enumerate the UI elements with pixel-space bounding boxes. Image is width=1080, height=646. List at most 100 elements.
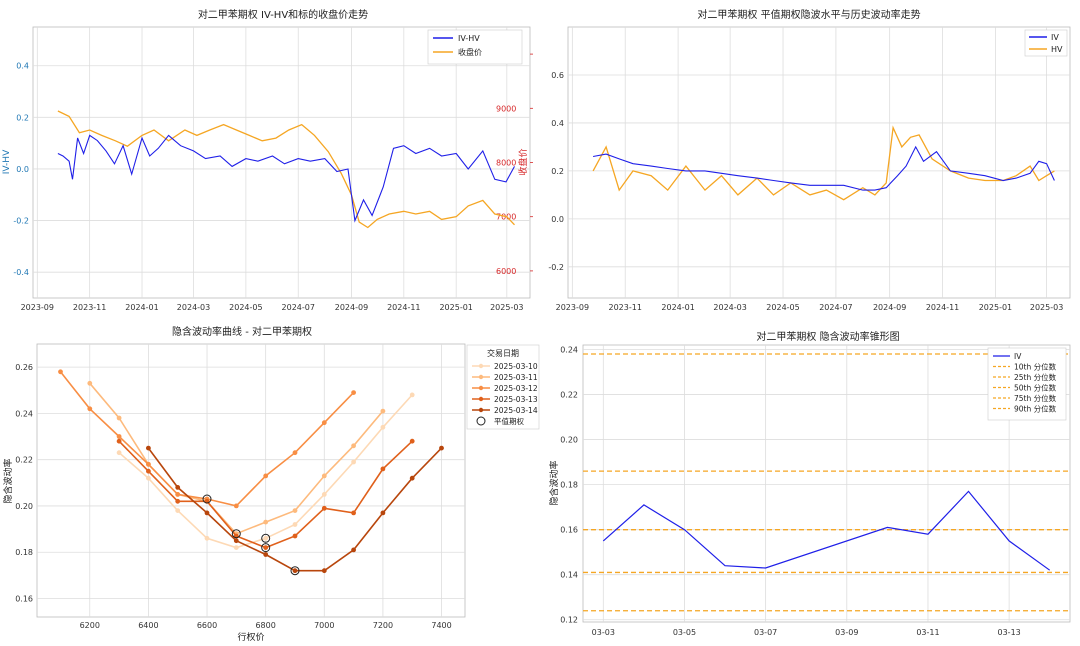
legend-label: 75th 分位数	[1014, 393, 1057, 403]
legend-swatch-marker	[478, 396, 484, 402]
x-tick-label: 2023-11	[73, 303, 106, 312]
smile-point	[292, 533, 298, 539]
y-axis-label: 隐含波动率	[2, 458, 14, 503]
iv-cone-chart: 对二甲苯期权 隐含波动率锥形图 03-03 03-05 03-07 03-09 03-1…	[548, 330, 1071, 637]
iv-hv-close-chart: 对二甲苯期权 IV-HV和标的收盘价走势 2023-09 2023-11 2024-…	[2, 8, 533, 312]
y-tick-label: 0.6	[551, 71, 564, 80]
y-tick-label: 0.2	[16, 113, 29, 122]
chart-title: 对二甲苯期权 平值期权隐波水平与历史波动率走势	[697, 8, 920, 21]
legend-label: 2025-03-14	[494, 406, 538, 415]
series-layer	[58, 369, 444, 576]
atm-marker	[261, 543, 271, 553]
legend-label-hv: HV	[1051, 45, 1063, 54]
y-tick-label: -0.2	[548, 263, 564, 272]
iv-hv-level-chart: 对二甲苯期权 平值期权隐波水平与历史波动率走势 2023-09 2023-11 20…	[548, 8, 1071, 312]
series-layer	[583, 353, 1070, 612]
y-tick-label: 0.18	[15, 548, 33, 557]
smile-point	[204, 535, 210, 541]
smile-point	[409, 392, 415, 398]
legend-box	[427, 29, 523, 65]
x-tick-label: 2023-09	[21, 303, 54, 312]
smile-point	[321, 568, 327, 574]
smile-point	[87, 406, 93, 412]
x-tick-label: 03-13	[998, 628, 1021, 637]
x-tick-label: 7000	[314, 621, 334, 630]
smile-point	[233, 503, 239, 509]
legend-label-close: 收盘价	[458, 47, 482, 57]
smile-point	[380, 510, 386, 516]
x-tick-label: 2025-01	[439, 303, 472, 312]
legend-label-iv-hv: IV-HV	[458, 34, 480, 43]
iv-smile-chart: 隐含波动率曲线 - 对二甲苯期权 6200 6400 6600 6800 7000 720…	[2, 325, 540, 643]
y-tick-label: -0.4	[13, 268, 29, 277]
y-tick-label: 0.20	[560, 436, 578, 445]
series-line-iv-hv	[57, 134, 515, 223]
x-tick-label: 7400	[431, 621, 451, 630]
x-tick-label: 2024-03	[713, 303, 746, 312]
smile-point	[351, 459, 356, 465]
chart-title: 对二甲苯期权 隐含波动率锥形图	[756, 330, 899, 343]
smile-point	[351, 390, 356, 395]
chart-title: 隐含波动率曲线 - 对二甲苯期权	[172, 325, 312, 338]
x-tick-label: 2024-09	[873, 303, 906, 312]
smile-point	[87, 380, 93, 386]
legend-title: 交易日期	[487, 348, 519, 358]
x-tick-label: 2025-03	[1030, 303, 1063, 312]
x-tick-label: 2025-01	[979, 303, 1012, 312]
y2-tick-label: 8000	[496, 159, 516, 168]
smile-point	[439, 445, 444, 451]
y-axis-label: IV-HV	[2, 149, 12, 174]
series-line-hv	[592, 125, 1055, 201]
smile-point	[204, 510, 210, 516]
smile-point	[409, 438, 415, 444]
series-line-close	[57, 110, 515, 229]
y-tick-label: 0.24	[15, 409, 33, 418]
smile-point	[58, 369, 63, 375]
legend-label-iv: IV	[1051, 33, 1059, 42]
legend-box	[466, 344, 540, 430]
x-tick-label: 7200	[373, 621, 393, 630]
smile-point	[292, 450, 298, 456]
y-tick-label: -0.2	[13, 217, 29, 226]
y-tick-label: 0.16	[15, 594, 33, 603]
series-line-iv	[593, 145, 1055, 191]
grid: 2023-09 2023-11 2024-01 2024-03 2024-05 2024-…	[548, 27, 1070, 312]
y-tick-label: 0.4	[16, 62, 29, 71]
smile-point	[116, 434, 122, 439]
atm-marker	[231, 529, 241, 539]
legend-swatch-marker	[478, 407, 484, 413]
y-tick-label: 0.0	[551, 215, 564, 224]
y2-axis-label: 收盘价	[517, 148, 529, 175]
x-tick-label: 6600	[197, 621, 217, 630]
legend-label: 2025-03-11	[494, 373, 538, 382]
smile-point	[351, 510, 356, 516]
smile-point	[263, 535, 269, 541]
atm-marker	[290, 566, 300, 576]
x-tick-label: 2024-07	[819, 303, 852, 312]
x-tick-label: 2024-01	[125, 303, 158, 312]
smile-point	[351, 443, 356, 449]
smile-point	[116, 450, 122, 456]
smile-point	[292, 508, 298, 513]
x-axis-label: 行权价	[237, 631, 264, 643]
smile-point	[321, 420, 327, 426]
x-tick-label: 2024-05	[766, 303, 799, 312]
smile-point	[175, 485, 181, 490]
legend: IV-HV 收盘价	[427, 29, 523, 65]
x-tick-label: 03-03	[592, 628, 615, 637]
legend-label: 25th 分位数	[1014, 372, 1057, 382]
smile-point	[380, 466, 386, 472]
y2-tick-label: 6000	[496, 267, 516, 276]
x-tick-label: 03-09	[835, 628, 858, 637]
chart-title: 对二甲苯期权 IV-HV和标的收盘价走势	[198, 8, 368, 21]
smile-point	[321, 492, 327, 497]
x-tick-label: 2024-09	[335, 303, 368, 312]
y-tick-label: 0.18	[560, 481, 578, 490]
series-line-iv	[602, 490, 1051, 571]
x-tick-label: 2024-11	[387, 303, 420, 312]
legend-swatch-marker	[478, 374, 484, 380]
smile-point	[263, 473, 269, 479]
y-tick-label: 0.2	[551, 167, 564, 176]
smile-point	[263, 519, 269, 525]
